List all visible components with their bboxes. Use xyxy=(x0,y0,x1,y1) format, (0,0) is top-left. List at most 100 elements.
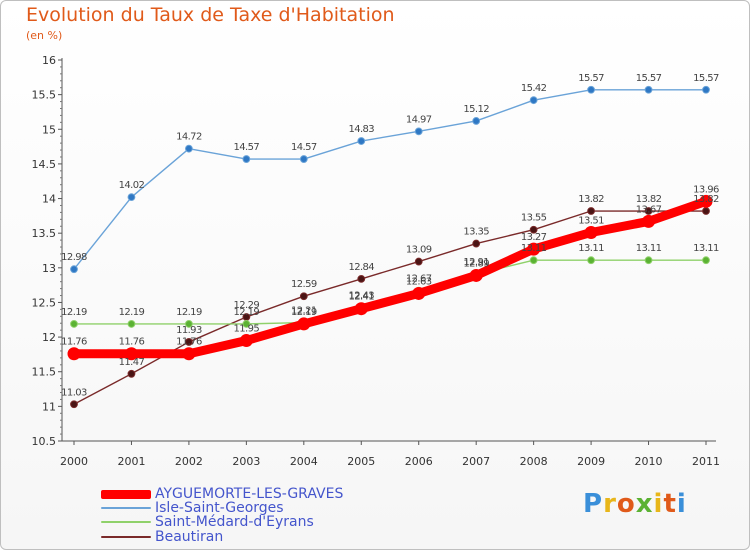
data-label: 15.57 xyxy=(693,73,719,84)
data-point xyxy=(529,256,538,265)
brand-letter: i xyxy=(653,489,664,519)
chart-title: Evolution du Taux de Taxe d'Habitation xyxy=(26,4,395,26)
data-point xyxy=(299,292,308,301)
x-tick-label: 2000 xyxy=(60,455,88,468)
y-tick-label: 12 xyxy=(42,331,56,344)
x-tick-label: 2007 xyxy=(462,455,490,468)
y-tick-label: 15.5 xyxy=(32,89,57,102)
data-label: 12.43 xyxy=(348,290,374,301)
data-label: 12.91 xyxy=(463,257,489,268)
data-label: 15.57 xyxy=(636,73,662,84)
x-tick-label: 2004 xyxy=(290,455,318,468)
data-point xyxy=(584,225,598,239)
data-label: 15.42 xyxy=(521,83,547,94)
legend-swatch xyxy=(101,489,151,499)
y-tick-label: 12.5 xyxy=(32,296,57,309)
legend-item: AYGUEMORTE-LES-GRAVES xyxy=(101,487,343,501)
x-tick-label: 2008 xyxy=(520,455,548,468)
data-label: 13.96 xyxy=(693,184,719,195)
data-point xyxy=(702,85,710,94)
data-label: 12.19 xyxy=(291,307,317,318)
y-tick-label: 14.5 xyxy=(32,158,57,171)
data-point xyxy=(357,137,366,145)
brand-logo: Proxiti xyxy=(583,489,687,519)
data-point xyxy=(185,338,193,346)
data-point xyxy=(472,117,481,125)
series-line xyxy=(69,196,711,359)
x-tick-label: 2002 xyxy=(175,455,203,468)
legend-label: Saint-Médard-d'Eyrans xyxy=(155,514,314,530)
data-point xyxy=(67,347,81,361)
x-tick-label: 2010 xyxy=(635,455,663,468)
data-point xyxy=(414,127,423,136)
y-tick-label: 13 xyxy=(42,262,56,275)
data-label: 13.82 xyxy=(578,194,604,205)
brand-letter: r xyxy=(603,489,617,519)
data-label: 14.57 xyxy=(291,142,317,153)
data-point xyxy=(354,302,368,316)
data-point xyxy=(529,96,538,105)
data-label: 14.97 xyxy=(406,114,432,125)
data-point xyxy=(644,207,653,215)
data-point xyxy=(182,347,196,361)
data-point xyxy=(469,268,483,282)
data-point xyxy=(127,369,136,378)
y-tick-label: 11.5 xyxy=(32,366,57,379)
data-point xyxy=(299,155,308,163)
data-point xyxy=(529,225,538,234)
data-point xyxy=(702,256,710,265)
y-tick-label: 15 xyxy=(42,123,56,136)
data-point xyxy=(297,317,311,331)
data-label: 12.89 xyxy=(463,258,489,269)
data-label: 15.57 xyxy=(578,73,604,84)
data-label: 14.02 xyxy=(119,180,145,191)
data-point xyxy=(70,320,78,328)
data-label: 14.57 xyxy=(234,142,260,153)
data-label: 15.12 xyxy=(463,104,489,115)
y-tick-label: 14 xyxy=(42,193,56,206)
brand-letter: o xyxy=(616,489,636,519)
data-label: 13.35 xyxy=(463,227,489,238)
data-point xyxy=(239,334,253,348)
x-tick-label: 2006 xyxy=(405,455,433,468)
data-point xyxy=(702,207,710,215)
data-point xyxy=(587,256,595,265)
x-tick-label: 2009 xyxy=(577,455,605,468)
chart-subtitle: (en %) xyxy=(26,29,63,42)
data-label: 13.67 xyxy=(636,204,662,215)
legend-label: Beautiran xyxy=(155,529,224,545)
data-label: 13.11 xyxy=(521,243,547,254)
data-point xyxy=(644,256,653,265)
data-label: 11.03 xyxy=(61,387,87,398)
data-point xyxy=(124,347,138,361)
data-point xyxy=(70,400,78,409)
data-point xyxy=(357,275,366,283)
data-label: 11.76 xyxy=(61,337,87,348)
y-tick-label: 11 xyxy=(42,400,56,413)
data-label: 11.47 xyxy=(119,357,145,368)
data-label: 12.67 xyxy=(406,274,432,285)
data-point xyxy=(642,214,656,228)
data-label: 12.59 xyxy=(291,279,317,290)
data-point xyxy=(185,320,193,328)
x-tick-label: 2011 xyxy=(692,455,720,468)
data-label: 12.19 xyxy=(176,307,202,318)
data-label: 12.63 xyxy=(406,276,432,287)
legend-label: Isle-Saint-Georges xyxy=(155,500,284,516)
series-line xyxy=(73,89,707,270)
data-point xyxy=(127,193,136,202)
x-tick-label: 2003 xyxy=(232,455,260,468)
y-tick-label: 16 xyxy=(42,54,56,67)
x-tick-label: 2005 xyxy=(347,455,375,468)
legend-item: Beautiran xyxy=(101,530,223,544)
data-label: 13.51 xyxy=(578,215,604,226)
series-line xyxy=(73,210,707,405)
data-label: 12.84 xyxy=(348,262,374,273)
data-point xyxy=(127,320,136,328)
legend-label: AYGUEMORTE-LES-GRAVES xyxy=(155,486,344,502)
legend-swatch xyxy=(101,507,151,509)
brand-letter: P xyxy=(583,489,604,519)
brand-letter: t xyxy=(663,489,677,519)
data-point xyxy=(242,155,251,163)
data-label: 12.98 xyxy=(61,252,87,263)
